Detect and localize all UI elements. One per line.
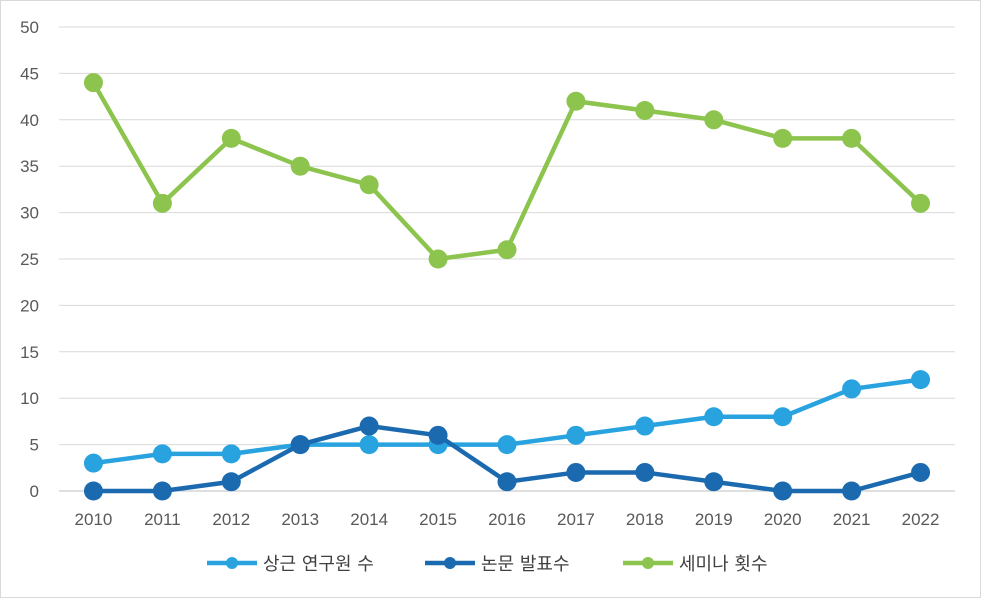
legend-label: 논문 발표수 (481, 554, 570, 575)
data-point (911, 193, 931, 213)
data-point (152, 193, 172, 213)
y-tick-label: 15 (20, 343, 39, 362)
data-point (566, 91, 586, 111)
data-point (635, 101, 655, 121)
data-point (359, 175, 379, 195)
x-axis-ticks: 2010 2011 2012 2013 2014 2015 2016 2017 2018 2019… (75, 510, 940, 529)
y-tick-label: 5 (30, 436, 39, 455)
x-tick-label: 2012 (212, 510, 250, 529)
legend-item: 논문 발표수 (425, 554, 570, 575)
data-point (911, 462, 931, 482)
x-tick-label: 2022 (902, 510, 940, 529)
data-point (773, 407, 793, 427)
data-point (635, 416, 655, 436)
y-tick-label: 35 (20, 157, 39, 176)
data-point (773, 481, 793, 501)
y-tick-label: 25 (20, 250, 39, 269)
x-tick-label: 2017 (557, 510, 595, 529)
series-1 (83, 370, 931, 473)
data-point (152, 481, 172, 501)
legend-label: 상근 연구원 수 (263, 554, 374, 575)
data-point (221, 128, 241, 148)
x-tick-label: 2013 (281, 510, 319, 529)
y-tick-label: 45 (20, 64, 39, 83)
y-tick-label: 10 (20, 389, 39, 408)
y-tick-label: 30 (20, 204, 39, 223)
legend-label: 세미나 횟수 (679, 554, 768, 575)
series-2 (83, 416, 931, 501)
data-point (497, 435, 517, 455)
x-tick-label: 2010 (75, 510, 113, 529)
data-point (566, 425, 586, 445)
y-tick-label: 40 (20, 111, 39, 130)
x-tick-label: 2011 (144, 510, 181, 529)
y-tick-label: 20 (20, 296, 39, 315)
data-point (428, 425, 448, 445)
data-point (497, 240, 517, 260)
series-line (91, 81, 923, 262)
data-point (221, 472, 241, 492)
data-point (911, 370, 931, 390)
legend: 상근 연구원 수 논문 발표수 세미나 횟수 (207, 554, 768, 575)
data-point (773, 128, 793, 148)
legend-item: 상근 연구원 수 (207, 554, 374, 575)
data-point (704, 110, 724, 130)
data-point (635, 462, 655, 482)
data-point (83, 73, 103, 93)
x-tick-label: 2021 (833, 510, 871, 529)
data-point (83, 481, 103, 501)
legend-swatch-marker (226, 557, 238, 569)
x-tick-label: 2019 (695, 510, 733, 529)
series-3 (83, 73, 931, 269)
series-lines (83, 73, 931, 501)
data-point (842, 379, 862, 399)
legend-swatch-marker (642, 557, 654, 569)
x-tick-label: 2015 (419, 510, 457, 529)
data-point (566, 462, 586, 482)
data-point (842, 481, 862, 501)
data-point (704, 472, 724, 492)
data-point (428, 249, 448, 269)
legend-item: 세미나 횟수 (623, 554, 768, 575)
legend-swatch-marker (444, 557, 456, 569)
x-tick-label: 2018 (626, 510, 664, 529)
data-point (497, 472, 517, 492)
data-point (359, 416, 379, 436)
data-point (221, 444, 241, 464)
x-tick-label: 2020 (764, 510, 802, 529)
y-tick-label: 50 (20, 18, 39, 37)
data-point (290, 435, 310, 455)
y-axis-ticks: 0 5 10 15 20 25 30 35 40 45 50 (20, 18, 39, 501)
data-point (704, 407, 724, 427)
data-point (359, 435, 379, 455)
data-point (83, 453, 103, 473)
x-tick-label: 2016 (488, 510, 526, 529)
x-tick-label: 2014 (350, 510, 388, 529)
y-tick-label: 0 (30, 482, 39, 501)
data-point (842, 128, 862, 148)
data-point (290, 156, 310, 176)
data-point (152, 444, 172, 464)
